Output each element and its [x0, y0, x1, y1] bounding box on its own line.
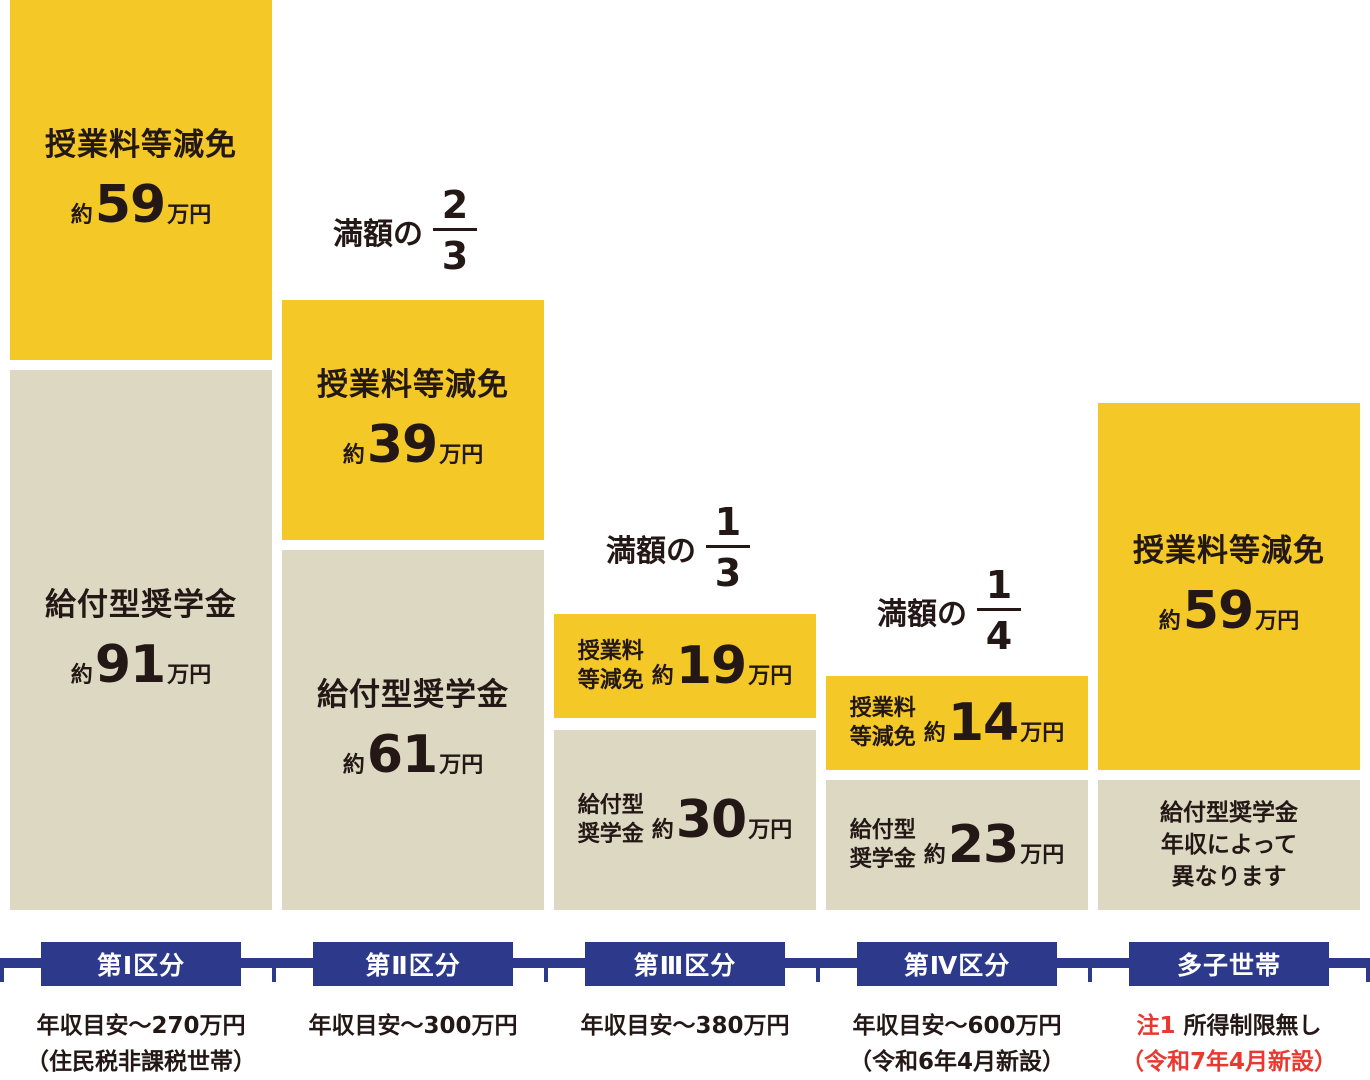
bar-scholarship-3-value: 30 — [675, 790, 747, 850]
axis-tick — [1088, 968, 1092, 982]
axis-tick — [272, 968, 276, 982]
category-tab-5: 多子世帯 — [1129, 942, 1329, 986]
category-tab-1: 第Ⅰ区分 — [41, 942, 241, 986]
bar-tuition-1: 授業料等減免 約 59 万円 — [10, 0, 272, 360]
bar-scholarship-1-label: 給付型奨学金 — [45, 586, 237, 623]
bar-tuition-2-label: 授業料等減免 — [317, 366, 509, 403]
bar-tuition-4-label: 授業料 等減免 — [849, 696, 916, 750]
bar-scholarship-3: 給付型 奨学金 約 30 万円 — [554, 730, 816, 910]
income-label-1: 年収目安〜270万円 （住民税非課税世帯） — [26, 1013, 256, 1075]
bar-tuition-4-amount: 約 14 万円 — [923, 693, 1065, 753]
axis-tick — [0, 968, 4, 982]
bar-tuition-2: 授業料等減免 約 39 万円 — [282, 300, 544, 540]
bar-scholarship-4-value: 23 — [947, 815, 1019, 875]
bar-scholarship-3-amount: 約 30 万円 — [651, 790, 793, 850]
axis-tick — [816, 968, 820, 982]
bar-scholarship-4-label: 給付型 奨学金 — [849, 818, 916, 872]
bar-scholarship-1: 給付型奨学金 約 91 万円 — [10, 370, 272, 910]
bar-tuition-5-amount: 約 59 万円 — [1158, 581, 1300, 641]
bar-tuition-3-value: 19 — [675, 636, 747, 696]
bar-scholarship-2: 給付型奨学金 約 61 万円 — [282, 550, 544, 910]
category-tab-3: 第Ⅲ区分 — [585, 942, 785, 986]
bar-tuition-3-label: 授業料 等減免 — [577, 639, 644, 693]
category-tab-2: 第Ⅱ区分 — [313, 942, 513, 986]
bar-scholarship-3-label: 給付型 奨学金 — [577, 793, 644, 847]
bar-scholarship-5-note: 給付型奨学金 年収によって 異なります — [1160, 800, 1298, 890]
axis-tick — [1366, 968, 1370, 982]
income-label-5: 注1 所得制限無し （令和7年4月新設） — [1120, 1013, 1337, 1075]
bar-tuition-5: 授業料等減免 約 59 万円 — [1098, 403, 1360, 770]
income-label-2: 年収目安〜300万円 — [308, 1013, 518, 1039]
bar-tuition-1-amount: 約 59 万円 — [70, 174, 212, 235]
bar-tuition-5-value: 59 — [1182, 581, 1254, 641]
bar-tuition-1-label: 授業料等減免 — [45, 126, 237, 163]
bar-scholarship-4-amount: 約 23 万円 — [923, 815, 1065, 875]
bar-scholarship-2-value: 61 — [366, 724, 438, 785]
bar-tuition-1-value: 59 — [94, 174, 166, 235]
bar-scholarship-1-value: 91 — [94, 634, 166, 695]
bar-tuition-3: 授業料 等減免 約 19 万円 — [554, 614, 816, 718]
bar-scholarship-2-label: 給付型奨学金 — [317, 676, 509, 713]
axis-tick — [544, 968, 548, 982]
bar-tuition-3-amount: 約 19 万円 — [651, 636, 793, 696]
bar-tuition-2-amount: 約 39 万円 — [342, 414, 484, 475]
bar-tuition-5-label: 授業料等減免 — [1133, 533, 1325, 569]
bar-scholarship-4: 給付型 奨学金 約 23 万円 — [826, 780, 1088, 910]
income-label-4: 年収目安〜600万円 （令和6年4月新設） — [848, 1013, 1065, 1075]
bar-tuition-4: 授業料 等減免 約 14 万円 — [826, 676, 1088, 770]
bar-tuition-2-value: 39 — [366, 414, 438, 475]
note-marker: 注1 — [1136, 1013, 1176, 1039]
bar-scholarship-5: 給付型奨学金 年収によって 異なります — [1098, 780, 1360, 910]
bar-tuition-4-value: 14 — [947, 693, 1019, 753]
bar-scholarship-2-amount: 約 61 万円 — [342, 724, 484, 785]
income-label-3: 年収目安〜380万円 — [580, 1013, 790, 1039]
category-tab-4: 第Ⅳ区分 — [857, 942, 1057, 986]
bar-scholarship-1-amount: 約 91 万円 — [70, 634, 212, 695]
